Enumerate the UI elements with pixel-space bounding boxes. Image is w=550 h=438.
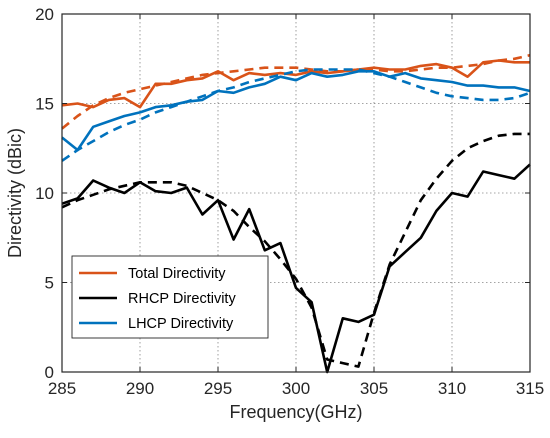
x-tick-label: 285 xyxy=(48,379,76,398)
series-line-total-measured xyxy=(61,59,530,109)
x-tick-label: 295 xyxy=(204,379,232,398)
x-tick-label: 300 xyxy=(282,379,310,398)
series-line-lhcp-measured xyxy=(61,70,531,152)
y-axis-label: Directivity (dBic) xyxy=(5,128,25,258)
x-tick-label: 315 xyxy=(516,379,544,398)
x-axis-label: Frequency(GHz) xyxy=(229,402,362,422)
y-tick-label: 10 xyxy=(35,184,54,203)
legend-label-lhcp: LHCP Directivity xyxy=(128,316,234,332)
y-tick-label: 0 xyxy=(45,363,54,382)
x-tick-label: 305 xyxy=(360,379,388,398)
series-line-lhcp-simulated xyxy=(61,68,531,162)
y-tick-label: 5 xyxy=(45,274,54,293)
series-lines xyxy=(61,53,531,374)
y-tick-label: 20 xyxy=(35,5,54,24)
legend-label-total: Total Directivity xyxy=(128,266,226,282)
axis-ticks: 285 290 295 300 305 310 315 0 5 10 15 20 xyxy=(35,5,544,398)
series-line-rhcp-simulated xyxy=(61,132,530,368)
x-tick-label: 310 xyxy=(438,379,466,398)
x-tick-label: 290 xyxy=(126,379,154,398)
y-tick-label: 15 xyxy=(35,95,54,114)
legend-label-rhcp: RHCP Directivity xyxy=(128,291,236,307)
legend: Total Directivity RHCP Directivity LHCP … xyxy=(71,255,269,339)
series-line-total-simulated xyxy=(61,53,531,130)
